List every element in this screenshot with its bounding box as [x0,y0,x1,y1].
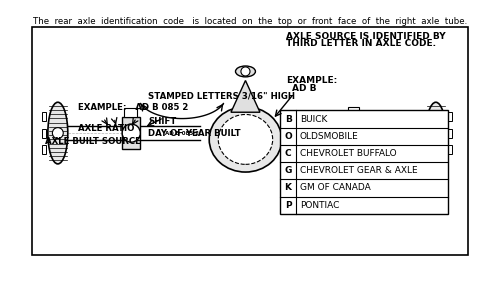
Bar [348,112,359,117]
Text: EXAMPLE:: EXAMPLE: [286,76,338,85]
Bar [344,117,362,150]
Bar [448,129,452,137]
Ellipse shape [209,107,282,172]
Text: AXLE BUILT SOURCE: AXLE BUILT SOURCE [45,137,141,146]
Text: OLDSMOBILE: OLDSMOBILE [300,132,358,141]
Text: THIRD LETTER IN AXLE CODE.: THIRD LETTER IN AXLE CODE. [286,39,436,48]
Text: CHEVROLET BUFFALO: CHEVROLET BUFFALO [300,149,396,158]
Text: AD B: AD B [292,84,316,93]
Bar [280,110,448,214]
Text: STAMPED LETTERS 3/16" HIGH: STAMPED LETTERS 3/16" HIGH [148,91,296,100]
Ellipse shape [48,102,68,164]
Circle shape [122,124,141,142]
Circle shape [241,67,250,76]
Bar [122,117,141,150]
Text: G: G [284,166,292,175]
Ellipse shape [236,66,256,77]
Text: AD B 085 2: AD B 085 2 [165,131,199,137]
Text: P: P [285,201,292,210]
Text: SHIFT: SHIFT [148,117,176,126]
Text: C: C [285,149,292,158]
Text: PONTIAC: PONTIAC [300,201,339,210]
Text: AXLE RATIO: AXLE RATIO [78,124,134,133]
Bar [42,129,46,137]
Bar [448,145,452,154]
Text: AXLE SOURCE IS IDENTIFIED BY: AXLE SOURCE IS IDENTIFIED BY [286,32,446,40]
Bar [42,145,46,154]
Bar [124,108,136,117]
Bar [42,112,46,121]
Bar [448,112,452,121]
Polygon shape [231,80,260,112]
Circle shape [344,124,362,142]
Text: O: O [284,132,292,141]
Text: BUICK: BUICK [300,115,327,123]
Text: DAY OF YEAR BUILT: DAY OF YEAR BUILT [148,129,241,137]
Text: K: K [284,183,292,192]
Bar [348,107,359,111]
Ellipse shape [426,102,446,164]
Text: EXAMPLE:   AD B 085 2: EXAMPLE: AD B 085 2 [78,103,188,112]
Text: B: B [284,115,292,123]
Ellipse shape [218,115,272,164]
Text: The  rear  axle  identification  code   is  located  on  the  top  or  front  fa: The rear axle identification code is loc… [33,17,467,26]
Circle shape [430,128,442,139]
Circle shape [52,128,64,139]
Bar [32,27,468,255]
Text: GM OF CANADA: GM OF CANADA [300,183,370,192]
Text: CHEVROLET GEAR & AXLE: CHEVROLET GEAR & AXLE [300,166,418,175]
